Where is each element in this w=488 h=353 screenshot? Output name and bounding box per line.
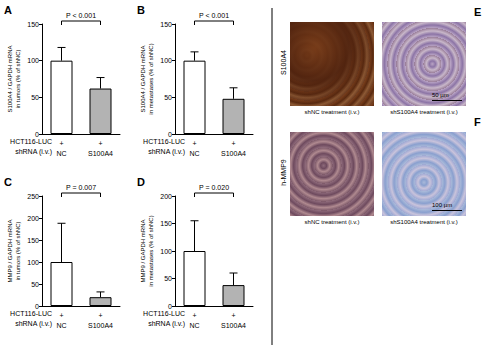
svg-text:0: 0 (35, 303, 39, 310)
svg-text:HCT116-LUC: HCT116-LUC (143, 138, 185, 145)
svg-text:100: 100 (27, 259, 39, 266)
svg-text:shRNA (i.v.): shRNA (i.v.) (15, 148, 52, 156)
svg-text:S100A4 / GAPDH mRNA: S100A4 / GAPDH mRNA (7, 45, 13, 112)
svg-text:A: A (4, 4, 12, 16)
svg-text:in tumors (% of shNC): in tumors (% of shNC) (15, 221, 21, 280)
svg-text:50: 50 (164, 275, 172, 282)
svg-text:MMP9 / GAPDH mRNA: MMP9 / GAPDH mRNA (7, 219, 13, 282)
svg-text:0: 0 (35, 131, 39, 138)
svg-text:200: 200 (27, 215, 39, 222)
svg-text:50: 50 (31, 281, 39, 288)
svg-text:+: + (192, 140, 196, 147)
svg-text:150: 150 (27, 21, 39, 28)
html-text:100 µm: 100 µm (432, 202, 453, 208)
svg-text:S100A4: S100A4 (88, 322, 113, 329)
svg-text:0: 0 (168, 303, 172, 310)
svg-text:shRNA (i.v.): shRNA (i.v.) (15, 320, 52, 328)
svg-text:100: 100 (160, 57, 172, 64)
svg-text:+: + (59, 312, 63, 319)
svg-text:NC: NC (56, 150, 66, 157)
svg-text:P = 0.020: P = 0.020 (199, 184, 229, 191)
svg-text:D: D (137, 176, 145, 188)
svg-text:100: 100 (27, 57, 39, 64)
html-text:h-MMP9: h-MMP9 (279, 159, 287, 186)
svg-text:150: 150 (160, 220, 172, 227)
svg-text:50: 50 (31, 94, 39, 101)
svg-text:shRNA (i.v.): shRNA (i.v.) (148, 320, 185, 328)
html-text:shNC treatment (i.v.): shNC treatment (i.v.) (304, 219, 360, 225)
svg-text:150: 150 (27, 237, 39, 244)
svg-text:HCT116-LUC: HCT116-LUC (10, 310, 52, 317)
svg-text:B: B (137, 4, 145, 16)
svg-text:S100A4: S100A4 (221, 322, 246, 329)
svg-text:+: + (98, 140, 102, 147)
svg-text:C: C (4, 176, 12, 188)
svg-text:in metastases (% of shNC): in metastases (% of shNC) (148, 215, 154, 286)
svg-text:50: 50 (164, 94, 172, 101)
svg-text:P < 0.001: P < 0.001 (66, 12, 96, 19)
svg-text:NC: NC (56, 322, 66, 329)
svg-text:S100A4 / GAPDH mRNA: S100A4 / GAPDH mRNA (140, 45, 146, 112)
html-text:50 µm: 50 µm (432, 92, 449, 98)
svg-text:HCT116-LUC: HCT116-LUC (10, 138, 52, 145)
svg-text:+: + (192, 312, 196, 319)
html-text:E: E (474, 6, 482, 18)
svg-text:in metastases (% of shNC): in metastases (% of shNC) (148, 43, 154, 114)
svg-text:S100A4: S100A4 (88, 150, 113, 157)
svg-text:shRNA (i.v.): shRNA (i.v.) (148, 148, 185, 156)
html-text:F: F (474, 116, 481, 128)
html-text:shS100A4 treatment (i.v.): shS100A4 treatment (i.v.) (390, 219, 458, 225)
svg-text:MMP9 / GAPDH mRNA: MMP9 / GAPDH mRNA (140, 219, 146, 282)
svg-text:100: 100 (160, 248, 172, 255)
svg-text:NC: NC (189, 322, 199, 329)
html-text:shS100A4 treatment (i.v.): shS100A4 treatment (i.v.) (390, 109, 458, 115)
svg-text:HCT116-LUC: HCT116-LUC (143, 310, 185, 317)
svg-text:in tumors (% of shNC): in tumors (% of shNC) (15, 49, 21, 108)
svg-text:P < 0.001: P < 0.001 (199, 12, 229, 19)
svg-text:150: 150 (160, 21, 172, 28)
svg-text:250: 250 (27, 193, 39, 200)
html-text:shNC treatment (i.v.): shNC treatment (i.v.) (304, 109, 360, 115)
svg-text:200: 200 (160, 193, 172, 200)
svg-text:P = 0.007: P = 0.007 (66, 184, 96, 191)
svg-text:+: + (231, 312, 235, 319)
svg-text:0: 0 (168, 131, 172, 138)
svg-text:S100A4: S100A4 (221, 150, 246, 157)
svg-text:+: + (59, 140, 63, 147)
svg-text:+: + (98, 312, 102, 319)
html-text:S100A4: S100A4 (279, 50, 287, 75)
svg-text:NC: NC (189, 150, 199, 157)
svg-text:+: + (231, 140, 235, 147)
